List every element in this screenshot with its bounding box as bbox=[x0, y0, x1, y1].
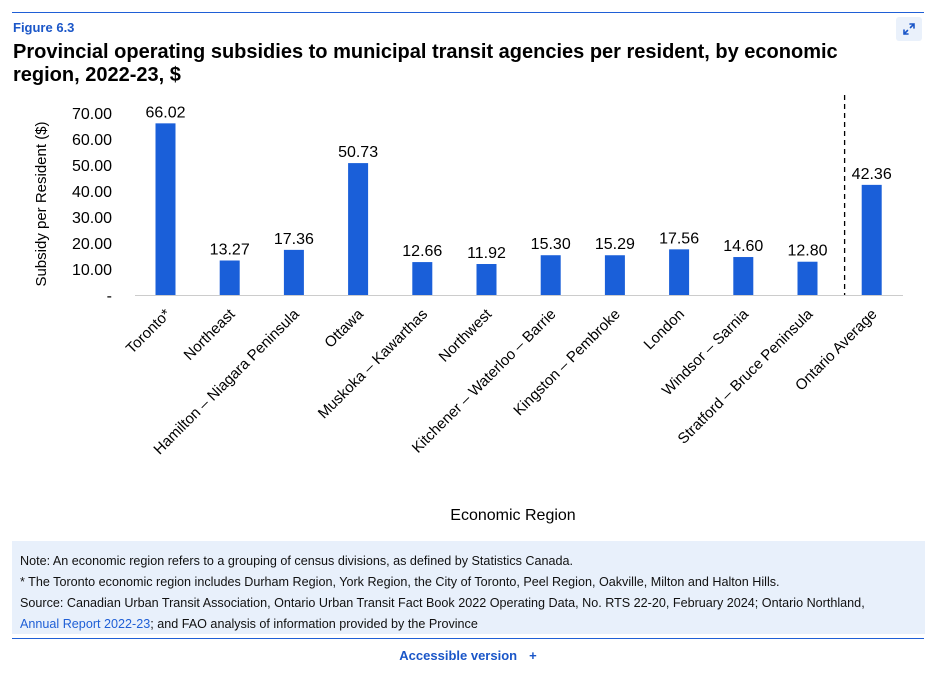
y-tick-label: 40.00 bbox=[72, 184, 112, 201]
bar bbox=[669, 249, 690, 295]
bar-value-label: 13.27 bbox=[210, 241, 250, 258]
bar-value-label: 17.56 bbox=[659, 230, 699, 247]
bar bbox=[861, 184, 882, 295]
x-axis-label: Economic Region bbox=[450, 507, 575, 524]
bar bbox=[412, 262, 433, 295]
bar-value-label: 17.36 bbox=[274, 231, 314, 248]
bar-chart: - 10.00 20.00 30.00 40.00 50.00 60.00 70.00 Subs… bbox=[33, 95, 903, 524]
bar-value-label: 12.80 bbox=[787, 243, 827, 260]
category-label: Toronto* bbox=[123, 306, 175, 358]
y-tick-label: 60.00 bbox=[72, 132, 112, 149]
bar-value-label: 66.02 bbox=[145, 104, 185, 121]
accessible-version-toggle[interactable]: Accessible version + bbox=[0, 648, 936, 663]
figure-label: Figure 6.3 bbox=[13, 20, 75, 35]
y-tick-label: 50.00 bbox=[72, 158, 112, 175]
note-toronto: * The Toronto economic region includes D… bbox=[20, 575, 780, 589]
bar bbox=[155, 123, 176, 296]
bar bbox=[733, 257, 754, 295]
category-label: Kingston – Pembroke bbox=[510, 306, 623, 419]
bar-value-label: 42.36 bbox=[852, 166, 892, 183]
bar bbox=[604, 255, 625, 295]
bar-value-label: 15.30 bbox=[531, 236, 571, 253]
bar bbox=[797, 261, 818, 295]
bar-value-label: 11.92 bbox=[467, 245, 506, 262]
bar-value-label: 15.29 bbox=[595, 236, 635, 253]
bar bbox=[476, 264, 497, 295]
bar bbox=[348, 163, 369, 295]
category-label: Stratford – Bruce Peninsula bbox=[675, 305, 817, 447]
y-tick-label: 10.00 bbox=[72, 262, 112, 279]
bar bbox=[283, 249, 304, 295]
expand-arrows-icon bbox=[903, 23, 915, 35]
category-label: Northeast bbox=[181, 305, 240, 364]
source-text: Source: Canadian Urban Transit Associati… bbox=[20, 596, 865, 610]
bar-value-label: 50.73 bbox=[338, 144, 378, 161]
category-label: Muskoka – Kawarthas bbox=[315, 306, 431, 422]
category-label: Ottawa bbox=[321, 305, 367, 351]
y-tick-label: 20.00 bbox=[72, 236, 112, 253]
plus-icon: + bbox=[529, 648, 537, 663]
note-economic-region: Note: An economic region refers to a gro… bbox=[20, 554, 574, 568]
notes-panel: Note: An economic region refers to a gro… bbox=[12, 541, 925, 634]
bottom-divider bbox=[12, 638, 924, 639]
source-suffix: ; and FAO analysis of information provid… bbox=[150, 617, 478, 631]
annual-report-link[interactable]: Annual Report 2022-23 bbox=[20, 617, 151, 631]
y-axis-label: Subsidy per Resident ($) bbox=[33, 121, 50, 286]
bar-value-label: 12.66 bbox=[402, 243, 442, 260]
source-note: Source: Canadian Urban Transit Associati… bbox=[20, 593, 917, 635]
expand-button[interactable] bbox=[896, 17, 922, 41]
top-divider bbox=[12, 12, 924, 13]
accessible-version-label: Accessible version bbox=[399, 648, 518, 663]
chart-title: Provincial operating subsidies to munici… bbox=[13, 41, 838, 86]
y-tick-label: - bbox=[107, 288, 112, 305]
category-label: London bbox=[641, 306, 688, 353]
bar bbox=[540, 255, 561, 295]
bar-value-label: 14.60 bbox=[723, 238, 763, 255]
y-tick-label: 70.00 bbox=[72, 106, 112, 123]
category-label: Northwest bbox=[436, 305, 496, 365]
bar bbox=[219, 260, 240, 295]
y-tick-label: 30.00 bbox=[72, 210, 112, 227]
